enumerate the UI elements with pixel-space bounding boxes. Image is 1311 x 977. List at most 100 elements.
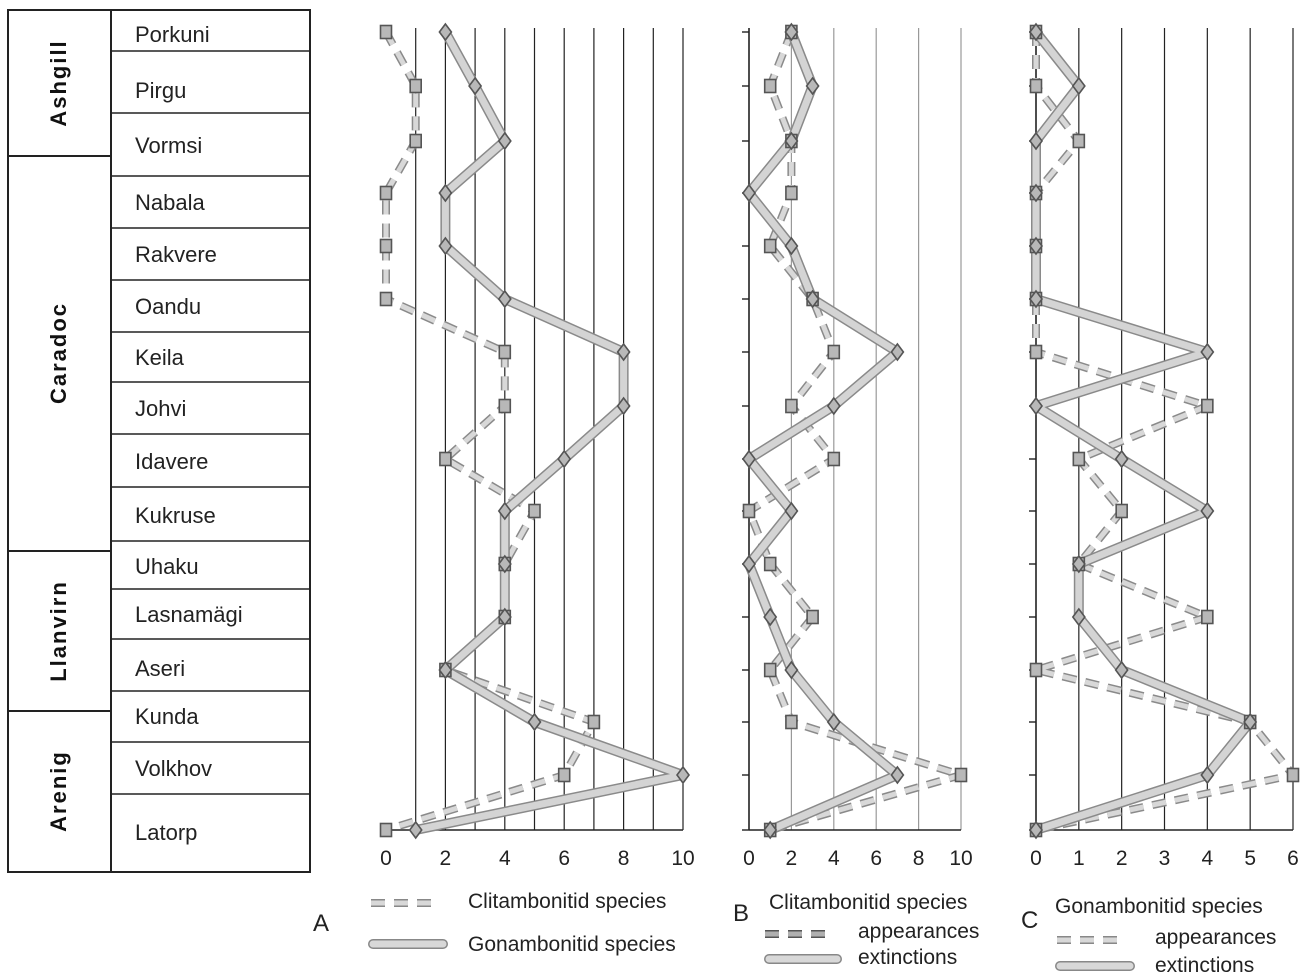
data-point-square: [1029, 662, 1043, 678]
data-point-diamond: [742, 554, 756, 574]
data-point-diamond: [1114, 449, 1129, 469]
series-label-caradoc: Caradoc: [46, 302, 71, 404]
data-point-diamond: [527, 712, 542, 732]
stage-label: Rakvere: [135, 242, 217, 267]
data-point-square: [742, 503, 756, 519]
data-point-square: [498, 398, 512, 414]
legend-b-solid-label: extinctions: [858, 946, 957, 969]
data-point-square: [379, 185, 393, 201]
stratigraphic-column: Ashgill Caradoc Llanvirn Arenig Porkuni …: [7, 9, 311, 873]
series-line-appearances: [746, 31, 964, 833]
stage-label: Uhaku: [135, 554, 199, 579]
series-line-extinctions: [745, 28, 901, 834]
data-point-diamond: [1029, 22, 1043, 42]
x-tick-label: 8: [913, 847, 925, 870]
x-tick-label: 0: [743, 847, 755, 870]
data-point-diamond: [742, 449, 756, 469]
series-column-frame: [7, 9, 112, 873]
legend-b-title: Clitambonitid species: [769, 891, 967, 914]
data-point-diamond: [805, 76, 820, 96]
data-point-diamond: [784, 22, 799, 42]
data-point-square: [1201, 398, 1214, 414]
panel-c-chart: 0 1 2 3 4 5 6: [1029, 22, 1300, 870]
stage-label: Nabala: [135, 190, 205, 215]
data-point-diamond: [1029, 396, 1043, 416]
x-tick-label: 4: [1201, 847, 1213, 870]
data-point-diamond: [805, 289, 820, 309]
series-label-arenig: Arenig: [46, 750, 71, 832]
data-point-diamond: [616, 396, 631, 416]
data-point-square: [379, 24, 393, 40]
data-point-diamond: [763, 607, 778, 627]
data-point-square: [379, 291, 393, 307]
stage-label: Aseri: [135, 656, 185, 681]
data-point-square: [785, 398, 798, 414]
series-label-llanvirn: Llanvirn: [46, 580, 71, 682]
legend-c: C Gonambonitid species appearances extin…: [1021, 895, 1276, 977]
stage-label: Vormsi: [135, 133, 202, 158]
data-point-diamond: [784, 660, 799, 680]
x-tick-label: 3: [1159, 847, 1171, 870]
data-point-square: [439, 451, 452, 467]
x-tick-label: 1: [1073, 847, 1085, 870]
series-label-ashgill: Ashgill: [46, 39, 71, 126]
data-point-diamond: [497, 607, 512, 627]
x-tick-label: 4: [499, 847, 511, 870]
data-point-diamond: [616, 342, 631, 362]
data-point-diamond: [1029, 820, 1043, 840]
panel-a-chart: 0 2 4 6 8 10: [379, 22, 695, 870]
data-point-diamond: [1200, 342, 1215, 362]
x-tick-label: 2: [786, 847, 798, 870]
panel-letter-c: C: [1021, 907, 1038, 934]
x-tick-label: 6: [870, 847, 882, 870]
panel-letter-b: B: [733, 900, 749, 927]
data-point-diamond: [1200, 765, 1215, 785]
data-point-square: [1072, 133, 1086, 149]
stage-label: Kunda: [135, 704, 199, 729]
x-tick-label: 10: [671, 847, 694, 870]
x-tick-label: 0: [380, 847, 392, 870]
series-line-gonambonitid-species: [412, 28, 687, 834]
data-point-square: [785, 185, 798, 201]
data-point-diamond: [784, 131, 799, 151]
x-tick-label: 2: [440, 847, 452, 870]
stage-label: Johvi: [135, 396, 186, 421]
data-point-diamond: [676, 765, 690, 785]
data-point-square: [785, 714, 798, 730]
data-point-diamond: [1200, 501, 1215, 521]
stage-column-frame: [110, 9, 311, 873]
x-tick-label: 5: [1244, 847, 1256, 870]
data-point-diamond: [890, 765, 905, 785]
legend-c-dashed-label: appearances: [1155, 926, 1276, 949]
data-point-diamond: [826, 396, 841, 416]
data-point-diamond: [826, 712, 841, 732]
x-tick-label: 4: [828, 847, 840, 870]
legend-b: B Clitambonitid species appearances exti…: [733, 891, 979, 969]
panel-b-chart: 0 2 4 6 8 10: [742, 22, 973, 870]
legend-c-title: Gonambonitid species: [1055, 895, 1263, 918]
data-point-diamond: [1071, 554, 1086, 574]
data-point-square: [827, 451, 841, 467]
data-point-diamond: [784, 501, 799, 521]
data-point-diamond: [438, 660, 453, 680]
data-point-square: [806, 609, 819, 625]
data-point-diamond: [438, 22, 453, 42]
data-point-diamond: [497, 131, 512, 151]
data-point-square: [1029, 344, 1043, 360]
data-point-diamond: [1029, 131, 1043, 151]
data-point-diamond: [438, 183, 453, 203]
stage-label: Kukruse: [135, 503, 216, 528]
data-point-diamond: [1071, 76, 1086, 96]
data-point-square: [557, 767, 571, 783]
data-point-square: [379, 822, 393, 838]
data-point-square: [827, 344, 841, 360]
series-line-extinctions: [1032, 28, 1254, 834]
x-tick-label: 10: [949, 847, 972, 870]
stage-label: Idavere: [135, 449, 208, 474]
data-point-square: [409, 78, 423, 94]
data-point-square: [763, 556, 777, 572]
series-line-clitambonitid-species: [383, 30, 597, 833]
data-point-diamond: [1029, 183, 1043, 203]
data-point-square: [587, 714, 601, 730]
